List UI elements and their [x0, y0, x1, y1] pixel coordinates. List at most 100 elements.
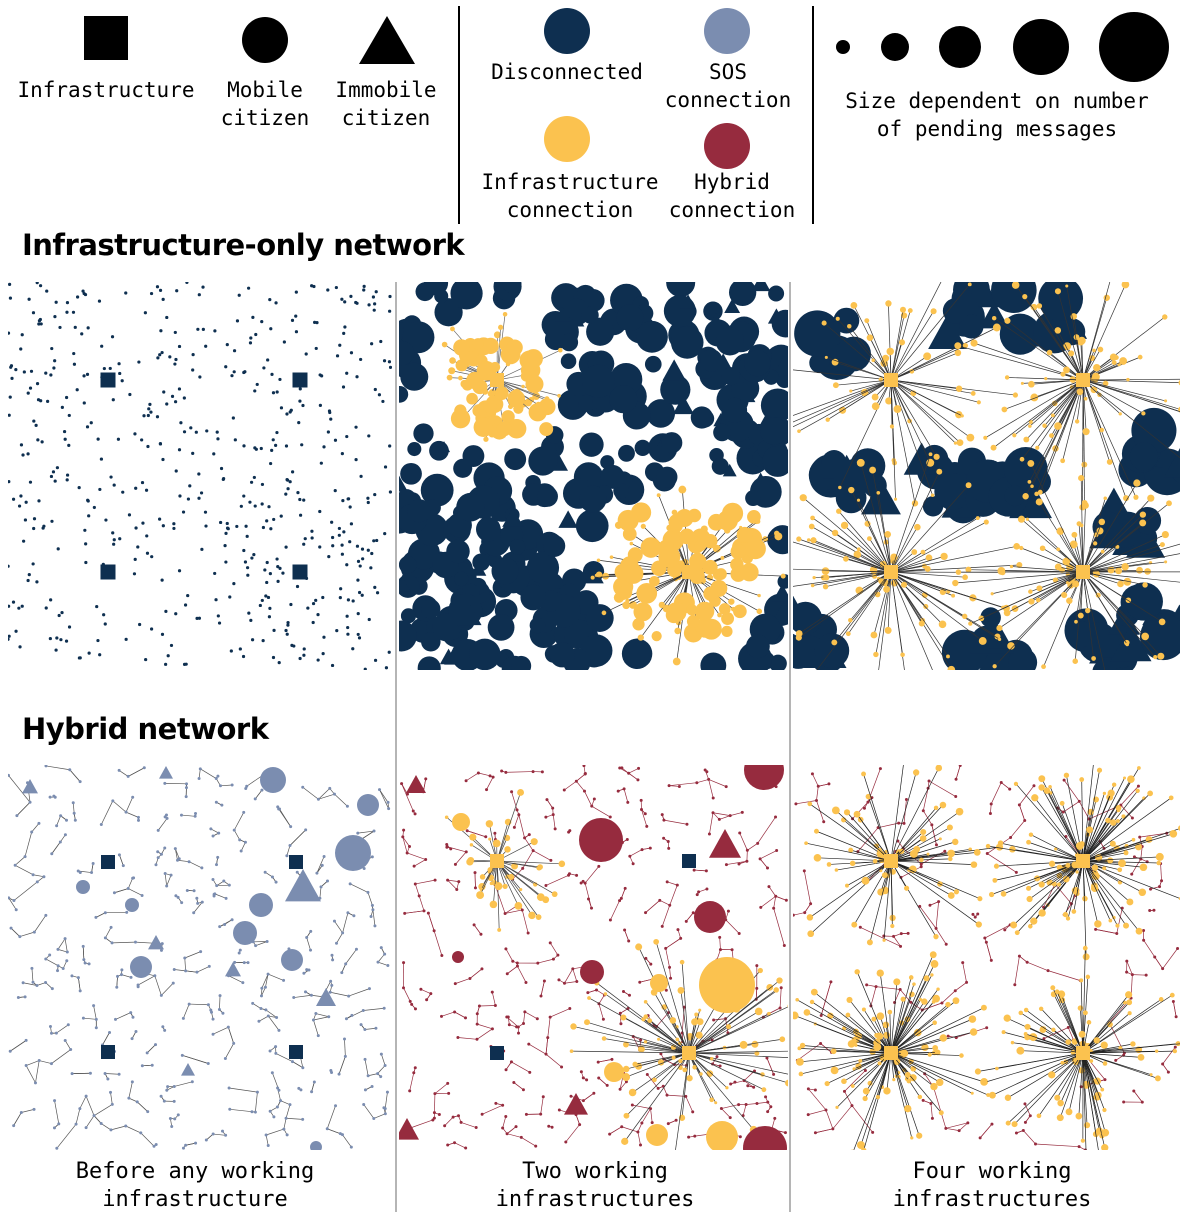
node-mobile: [414, 882, 417, 885]
node-mobile: [1138, 355, 1143, 360]
node-mobile: [679, 529, 695, 545]
node-mobile: [49, 1025, 52, 1028]
node-mobile: [120, 973, 123, 976]
node-mobile: [193, 889, 196, 892]
node-mobile: [272, 656, 275, 659]
node-mobile: [505, 1068, 508, 1071]
connection-link: [585, 866, 599, 883]
node-mobile: [700, 349, 722, 371]
node-mobile: [1056, 527, 1063, 534]
node-mobile: [1174, 1046, 1177, 1049]
node-mobile: [579, 486, 606, 513]
connection-link: [415, 880, 435, 884]
node-mobile: [590, 907, 593, 910]
node-mobile: [676, 1038, 680, 1042]
node-mobile: [242, 655, 245, 658]
node-mobile: [959, 765, 962, 767]
node-mobile: [291, 1060, 294, 1063]
node-mobile: [253, 446, 256, 449]
connection-link: [26, 1066, 35, 1083]
node-mobile: [474, 417, 494, 437]
node-mobile: [794, 310, 840, 356]
node-mobile: [59, 840, 62, 843]
node-mobile: [635, 943, 642, 950]
node-mobile: [1031, 794, 1038, 801]
node-mobile: [124, 1124, 127, 1127]
node-mobile: [796, 536, 801, 541]
node-mobile: [187, 497, 190, 500]
node-mobile: [720, 556, 724, 560]
node-mobile: [260, 987, 263, 990]
node-mobile: [335, 835, 371, 871]
node-mobile: [386, 1091, 389, 1094]
node-immobile: [399, 1118, 419, 1140]
node-mobile: [831, 1048, 837, 1054]
node-mobile: [774, 987, 779, 992]
connection-link: [46, 766, 70, 770]
node-mobile: [274, 1052, 277, 1055]
node-mobile: [144, 658, 147, 661]
node-mobile: [983, 937, 986, 940]
node-mobile: [334, 1104, 337, 1107]
connection-link: [565, 969, 573, 983]
node-mobile: [1065, 1039, 1071, 1045]
node-mobile: [1076, 1113, 1083, 1120]
node-mobile: [213, 572, 216, 575]
node-mobile: [215, 863, 218, 866]
node-mobile: [264, 594, 267, 597]
node-mobile: [641, 524, 646, 529]
node-mobile: [111, 1103, 114, 1106]
node-mobile: [658, 899, 661, 902]
node-mobile: [503, 884, 508, 889]
node-mobile: [512, 1081, 515, 1084]
node-mobile: [410, 1003, 413, 1006]
node-mobile: [985, 941, 988, 944]
connection-link: [128, 889, 142, 896]
node-mobile: [916, 1133, 922, 1139]
node-mobile: [931, 1117, 934, 1120]
node-mobile: [118, 1073, 121, 1076]
node-mobile: [8, 635, 11, 638]
connection-link: [610, 1127, 622, 1134]
node-mobile: [867, 536, 872, 541]
node-mobile: [253, 389, 256, 392]
connection-link: [1001, 783, 1009, 790]
connection-link: [80, 1096, 86, 1108]
node-mobile: [564, 1140, 567, 1143]
node-mobile: [381, 400, 384, 403]
node-mobile: [676, 884, 679, 887]
node-mobile: [1156, 861, 1161, 866]
node-mobile: [1105, 818, 1111, 824]
node-mobile: [118, 769, 121, 772]
connection-link: [186, 1143, 196, 1145]
connection-link: [419, 896, 424, 911]
node-mobile: [807, 930, 814, 937]
node-mobile: [1103, 1078, 1106, 1081]
node-mobile: [1170, 830, 1178, 838]
node-mobile: [563, 788, 566, 791]
node-mobile: [1078, 1005, 1083, 1010]
node-infrastructure: [101, 855, 115, 869]
node-mobile: [244, 525, 247, 528]
node-mobile: [113, 483, 116, 486]
node-mobile: [983, 1080, 987, 1084]
node-mobile: [274, 444, 277, 447]
node-mobile: [331, 544, 334, 547]
node-mobile: [142, 414, 145, 417]
node-mobile: [1123, 923, 1129, 929]
connection-link: [435, 1083, 448, 1093]
node-mobile: [666, 282, 695, 297]
node-mobile: [900, 652, 905, 657]
connection-link: [670, 967, 671, 978]
node-mobile: [706, 1070, 713, 1077]
node-mobile: [77, 976, 80, 979]
node-mobile: [593, 797, 596, 800]
node-mobile: [174, 400, 177, 403]
connection-link: [1140, 833, 1167, 837]
node-mobile: [402, 986, 405, 989]
node-mobile: [291, 470, 294, 473]
node-mobile: [278, 661, 281, 664]
node-mobile: [32, 527, 35, 530]
node-mobile: [342, 332, 345, 335]
node-mobile: [289, 603, 292, 606]
